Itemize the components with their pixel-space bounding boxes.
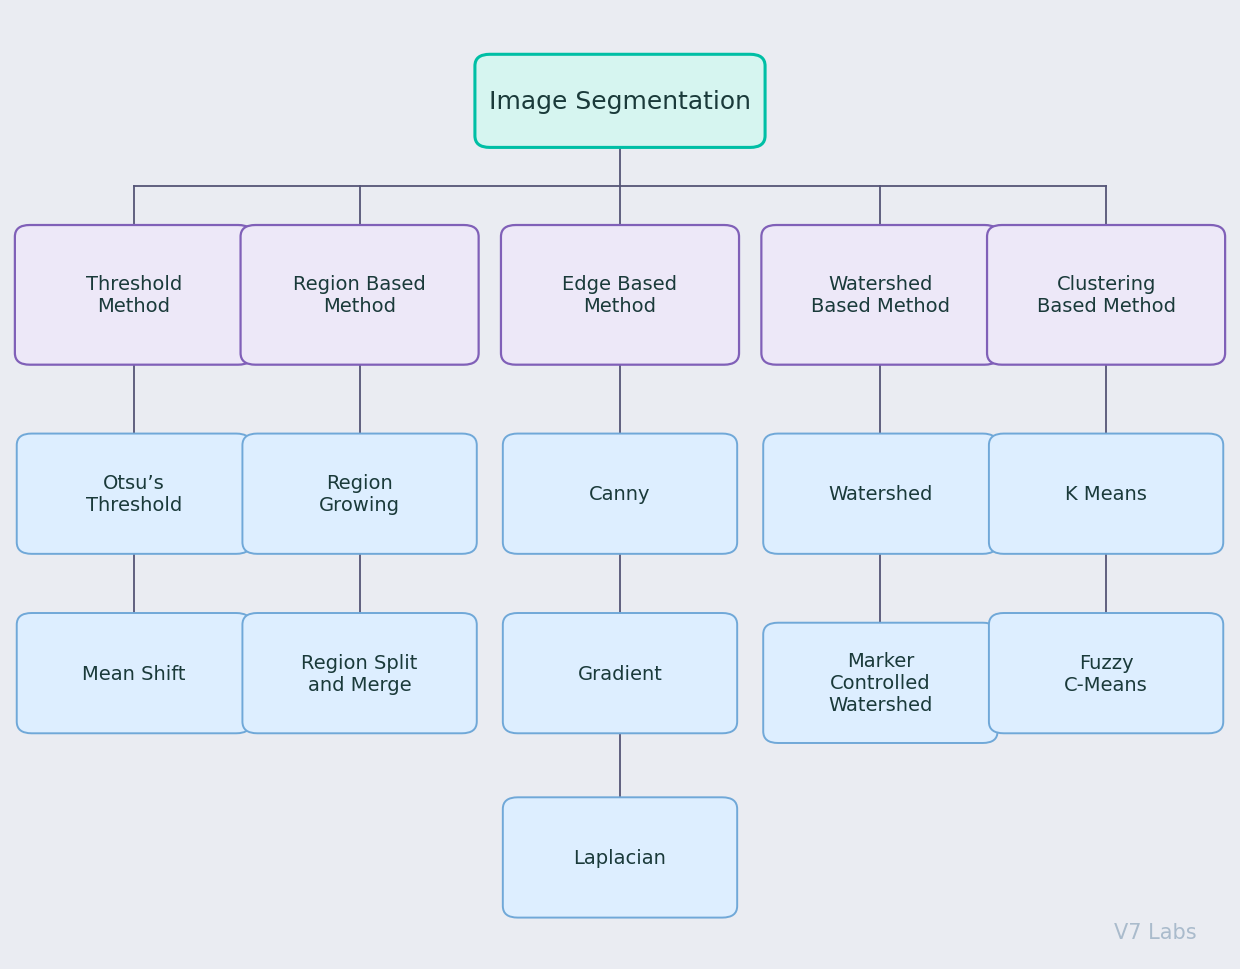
FancyBboxPatch shape bbox=[763, 623, 997, 743]
FancyBboxPatch shape bbox=[990, 434, 1223, 554]
FancyBboxPatch shape bbox=[990, 613, 1223, 734]
FancyBboxPatch shape bbox=[501, 226, 739, 365]
FancyBboxPatch shape bbox=[503, 613, 737, 734]
Text: Edge Based
Method: Edge Based Method bbox=[563, 275, 677, 316]
FancyBboxPatch shape bbox=[987, 226, 1225, 365]
FancyBboxPatch shape bbox=[475, 55, 765, 148]
Text: Laplacian: Laplacian bbox=[574, 848, 666, 867]
Text: Region Based
Method: Region Based Method bbox=[293, 275, 427, 316]
FancyBboxPatch shape bbox=[15, 226, 253, 365]
Text: Clustering
Based Method: Clustering Based Method bbox=[1037, 275, 1176, 316]
Text: Gradient: Gradient bbox=[578, 664, 662, 683]
Text: Otsu’s
Threshold: Otsu’s Threshold bbox=[86, 474, 182, 515]
Text: Region
Growing: Region Growing bbox=[319, 474, 401, 515]
Text: Image Segmentation: Image Segmentation bbox=[489, 90, 751, 113]
FancyBboxPatch shape bbox=[241, 226, 479, 365]
Text: Mean Shift: Mean Shift bbox=[82, 664, 186, 683]
Text: Region Split
and Merge: Region Split and Merge bbox=[301, 653, 418, 694]
Text: Fuzzy
C-Means: Fuzzy C-Means bbox=[1064, 653, 1148, 694]
FancyBboxPatch shape bbox=[16, 613, 250, 734]
Text: Marker
Controlled
Watershed: Marker Controlled Watershed bbox=[828, 652, 932, 714]
Text: K Means: K Means bbox=[1065, 484, 1147, 504]
Text: V7 Labs: V7 Labs bbox=[1114, 922, 1197, 942]
FancyBboxPatch shape bbox=[16, 434, 250, 554]
Text: Threshold
Method: Threshold Method bbox=[86, 275, 182, 316]
FancyBboxPatch shape bbox=[761, 226, 999, 365]
FancyBboxPatch shape bbox=[242, 613, 476, 734]
FancyBboxPatch shape bbox=[503, 797, 737, 918]
Text: Watershed
Based Method: Watershed Based Method bbox=[811, 275, 950, 316]
FancyBboxPatch shape bbox=[763, 434, 997, 554]
Text: Canny: Canny bbox=[589, 484, 651, 504]
FancyBboxPatch shape bbox=[242, 434, 476, 554]
Text: Watershed: Watershed bbox=[828, 484, 932, 504]
FancyBboxPatch shape bbox=[503, 434, 737, 554]
